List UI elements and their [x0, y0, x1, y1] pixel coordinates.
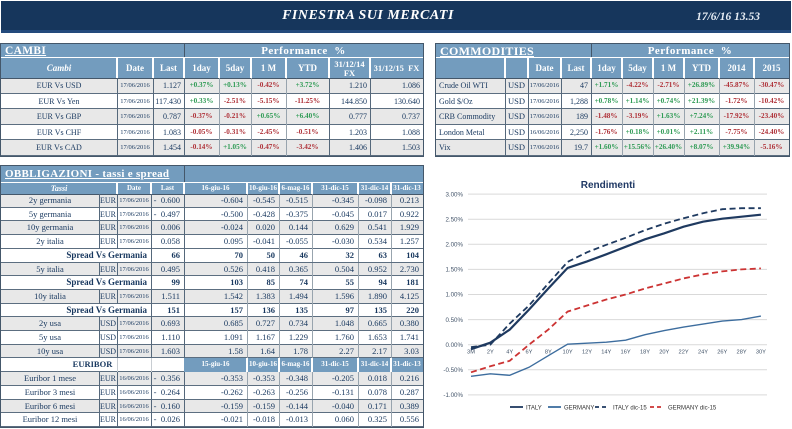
svg-text:26Y: 26Y [717, 350, 727, 356]
svg-text:22Y: 22Y [679, 350, 689, 356]
svg-text:28Y: 28Y [737, 350, 747, 356]
svg-text:2.50%: 2.50% [445, 216, 463, 223]
svg-text:24Y: 24Y [698, 350, 708, 356]
svg-text:10Y: 10Y [563, 350, 573, 356]
svg-text:ITALY dic-15: ITALY dic-15 [613, 406, 647, 412]
svg-text:1.00%: 1.00% [445, 292, 463, 299]
svg-text:3.00%: 3.00% [445, 191, 463, 198]
svg-text:-0.50%: -0.50% [443, 367, 463, 374]
svg-text:3M: 3M [467, 350, 475, 356]
svg-text:30Y: 30Y [756, 350, 766, 356]
svg-text:16Y: 16Y [621, 350, 631, 356]
svg-text:GERMANY: GERMANY [564, 406, 594, 412]
svg-text:ITALY: ITALY [526, 406, 542, 412]
svg-text:4Y: 4Y [506, 350, 513, 356]
svg-text:20Y: 20Y [659, 350, 669, 356]
svg-text:8Y: 8Y [545, 350, 552, 356]
svg-text:14Y: 14Y [601, 350, 611, 356]
svg-text:0.50%: 0.50% [445, 317, 463, 324]
svg-text:18Y: 18Y [640, 350, 650, 356]
svg-text:-1.00%: -1.00% [443, 392, 463, 399]
svg-text:GERMANY dic-15: GERMANY dic-15 [668, 406, 717, 412]
svg-text:Rendimenti: Rendimenti [581, 180, 636, 191]
svg-text:6Y: 6Y [526, 350, 533, 356]
svg-text:1.50%: 1.50% [445, 267, 463, 274]
svg-text:2Y: 2Y [487, 350, 494, 356]
svg-text:12Y: 12Y [582, 350, 592, 356]
svg-text:0.00%: 0.00% [445, 342, 463, 349]
svg-text:2.00%: 2.00% [445, 242, 463, 249]
